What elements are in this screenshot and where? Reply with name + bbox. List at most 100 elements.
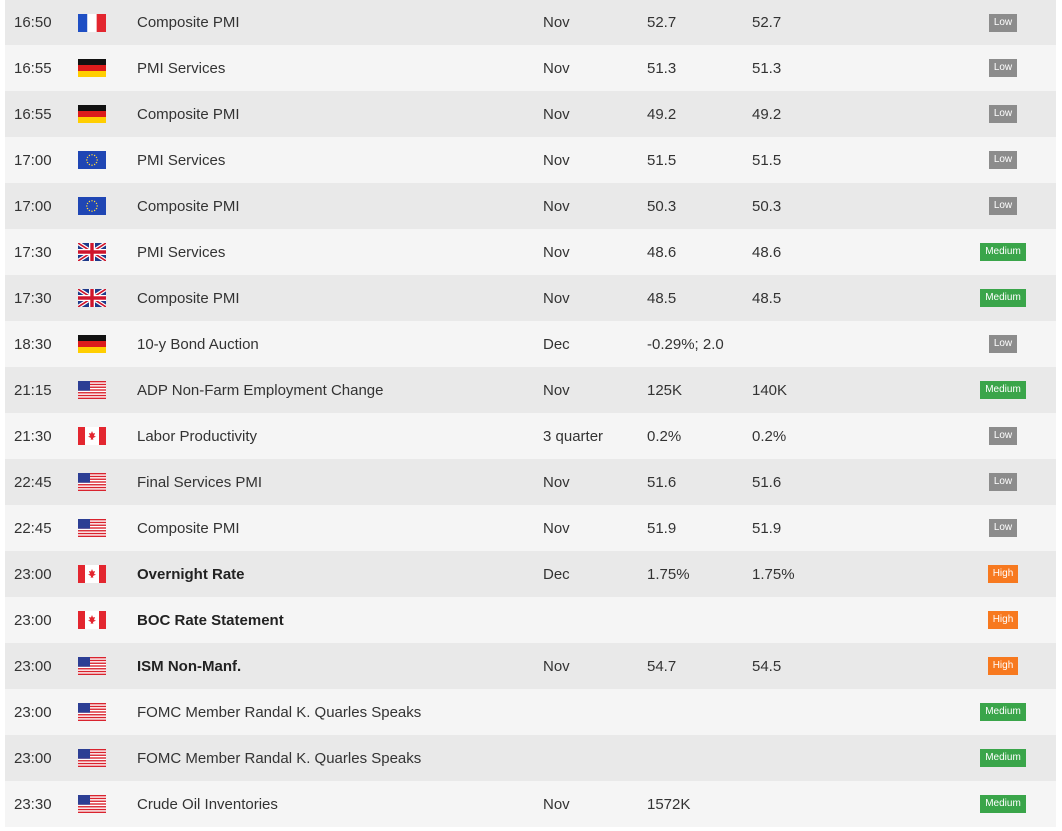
forecast-value (752, 321, 852, 367)
event-name[interactable]: Composite PMI (137, 197, 240, 215)
impact-cell: Medium (975, 275, 1031, 321)
period-cell: 3 quarter (543, 427, 604, 445)
impact-cell: Medium (975, 735, 1031, 781)
impact-badge: Low (988, 473, 1018, 491)
impact-cell: High (975, 597, 1031, 643)
time-cell: 21:15 (14, 381, 52, 399)
event-name[interactable]: PMI Services (137, 243, 226, 261)
table-row[interactable]: 17:30 Composite PMI Nov 48.5 48.5 Medium (5, 275, 1056, 321)
ca-flag-icon (78, 427, 106, 445)
time-cell: 23:00 (14, 565, 52, 583)
de-flag-icon (78, 335, 106, 353)
table-row[interactable]: 22:45 Composite PMI Nov 51.9 51.9 Low (5, 505, 1056, 551)
event-name[interactable]: BOC Rate Statement (137, 611, 284, 629)
table-row[interactable]: 16:50 Composite PMI Nov 52.7 52.7 Low (5, 0, 1056, 45)
flag-cell (78, 459, 106, 505)
impact-badge: Low (988, 197, 1018, 215)
table-row[interactable]: 17:30 PMI Services Nov 48.6 48.6 Medium (5, 229, 1056, 275)
actual-value: 125K (647, 381, 683, 399)
impact-cell: Medium (975, 229, 1031, 275)
impact-cell: Low (975, 183, 1031, 229)
flag-cell (78, 781, 106, 827)
actual-value: 50.3 (647, 197, 677, 215)
event-name[interactable]: FOMC Member Randal K. Quarles Speaks (137, 703, 422, 721)
table-row[interactable]: 16:55 Composite PMI Nov 49.2 49.2 Low (5, 91, 1056, 137)
forecast-value (752, 597, 852, 643)
time-cell: 23:30 (14, 795, 52, 813)
impact-badge: High (987, 657, 1019, 675)
table-row[interactable]: 16:55 PMI Services Nov 51.3 51.3 Low (5, 45, 1056, 91)
forecast-value: 49.2 (752, 105, 782, 123)
table-row[interactable]: 23:30 Crude Oil Inventories Nov 1572K Me… (5, 781, 1056, 827)
event-name[interactable]: 10-y Bond Auction (137, 335, 259, 353)
ca-flag-icon (78, 611, 106, 629)
event-name[interactable]: Final Services PMI (137, 473, 263, 491)
actual-value: 51.3 (647, 59, 677, 77)
impact-badge: High (987, 611, 1019, 629)
time-cell: 23:00 (14, 611, 52, 629)
uk-flag-icon (76, 241, 108, 263)
flag-cell (76, 275, 108, 321)
event-name[interactable]: FOMC Member Randal K. Quarles Speaks (137, 749, 422, 767)
table-row[interactable]: 17:00 Composite PMI Nov 50.3 50.3 Low (5, 183, 1056, 229)
us-flag-icon (78, 795, 106, 813)
time-cell: 17:00 (14, 151, 52, 169)
flag-cell (78, 505, 106, 551)
table-row[interactable]: 22:45 Final Services PMI Nov 51.6 51.6 L… (5, 459, 1056, 505)
flag-cell (76, 229, 108, 275)
period-cell (543, 597, 638, 643)
impact-badge: Medium (980, 703, 1026, 721)
impact-badge: Low (988, 427, 1018, 445)
table-row[interactable]: 18:30 10-y Bond Auction Dec -0.29%; 2.0 … (5, 321, 1056, 367)
event-name[interactable]: Labor Productivity (137, 427, 258, 445)
event-name[interactable]: ISM Non-Manf. (137, 657, 242, 675)
table-row[interactable]: 23:00 FOMC Member Randal K. Quarles Spea… (5, 735, 1056, 781)
table-row[interactable]: 23:00 FOMC Member Randal K. Quarles Spea… (5, 689, 1056, 735)
event-name[interactable]: Composite PMI (137, 14, 240, 31)
flag-cell (78, 91, 106, 137)
event-name[interactable]: ADP Non-Farm Employment Change (137, 381, 384, 399)
fr-flag-icon (78, 13, 106, 32)
table-row[interactable]: 23:00 Overnight Rate Dec 1.75% 1.75% Hig… (5, 551, 1056, 597)
actual-value: 1.75% (647, 565, 690, 583)
flag-cell (78, 137, 106, 183)
time-cell: 22:45 (14, 473, 52, 491)
flag-cell (78, 45, 106, 91)
actual-value (647, 689, 747, 735)
actual-value: 51.5 (647, 151, 677, 169)
event-name[interactable]: PMI Services (137, 151, 226, 169)
table-row[interactable]: 23:00 BOC Rate Statement High (5, 597, 1056, 643)
event-name[interactable]: Composite PMI (137, 289, 240, 307)
period-cell: Dec (543, 335, 570, 353)
forecast-value: 48.5 (752, 289, 782, 307)
actual-value (647, 597, 747, 643)
event-name[interactable]: Overnight Rate (137, 565, 245, 583)
table-row[interactable]: 17:00 PMI Services Nov 51.5 51.5 Low (5, 137, 1056, 183)
flag-cell (78, 643, 106, 689)
event-name[interactable]: Crude Oil Inventories (137, 795, 278, 813)
table-row[interactable]: 21:30 Labor Productivity 3 quarter 0.2% … (5, 413, 1056, 459)
table-row[interactable]: 23:00 ISM Non-Manf. Nov 54.7 54.5 High (5, 643, 1056, 689)
economic-calendar-table: 16:50 Composite PMI Nov 52.7 52.7 Low 16… (5, 0, 1056, 827)
actual-value (647, 735, 747, 781)
de-flag-icon (78, 59, 106, 77)
impact-badge: Medium (980, 749, 1026, 767)
impact-badge: Medium (980, 795, 1026, 813)
actual-value: 48.6 (647, 243, 677, 261)
impact-cell: Medium (975, 781, 1031, 827)
table-row[interactable]: 21:15 ADP Non-Farm Employment Change Nov… (5, 367, 1056, 413)
forecast-value: 51.9 (752, 519, 782, 537)
forecast-value: 1.75% (752, 565, 795, 583)
time-cell: 22:45 (14, 519, 52, 537)
actual-value: 52.7 (647, 14, 677, 31)
actual-value: 0.2% (647, 427, 682, 445)
time-cell: 16:55 (14, 59, 52, 77)
actual-value: 48.5 (647, 289, 677, 307)
time-cell: 23:00 (14, 749, 52, 767)
event-name[interactable]: Composite PMI (137, 519, 240, 537)
event-name[interactable]: Composite PMI (137, 105, 240, 123)
event-name[interactable]: PMI Services (137, 59, 226, 77)
uk-flag-icon (76, 287, 108, 309)
time-cell: 17:00 (14, 197, 52, 215)
eu-flag-icon (78, 197, 106, 215)
